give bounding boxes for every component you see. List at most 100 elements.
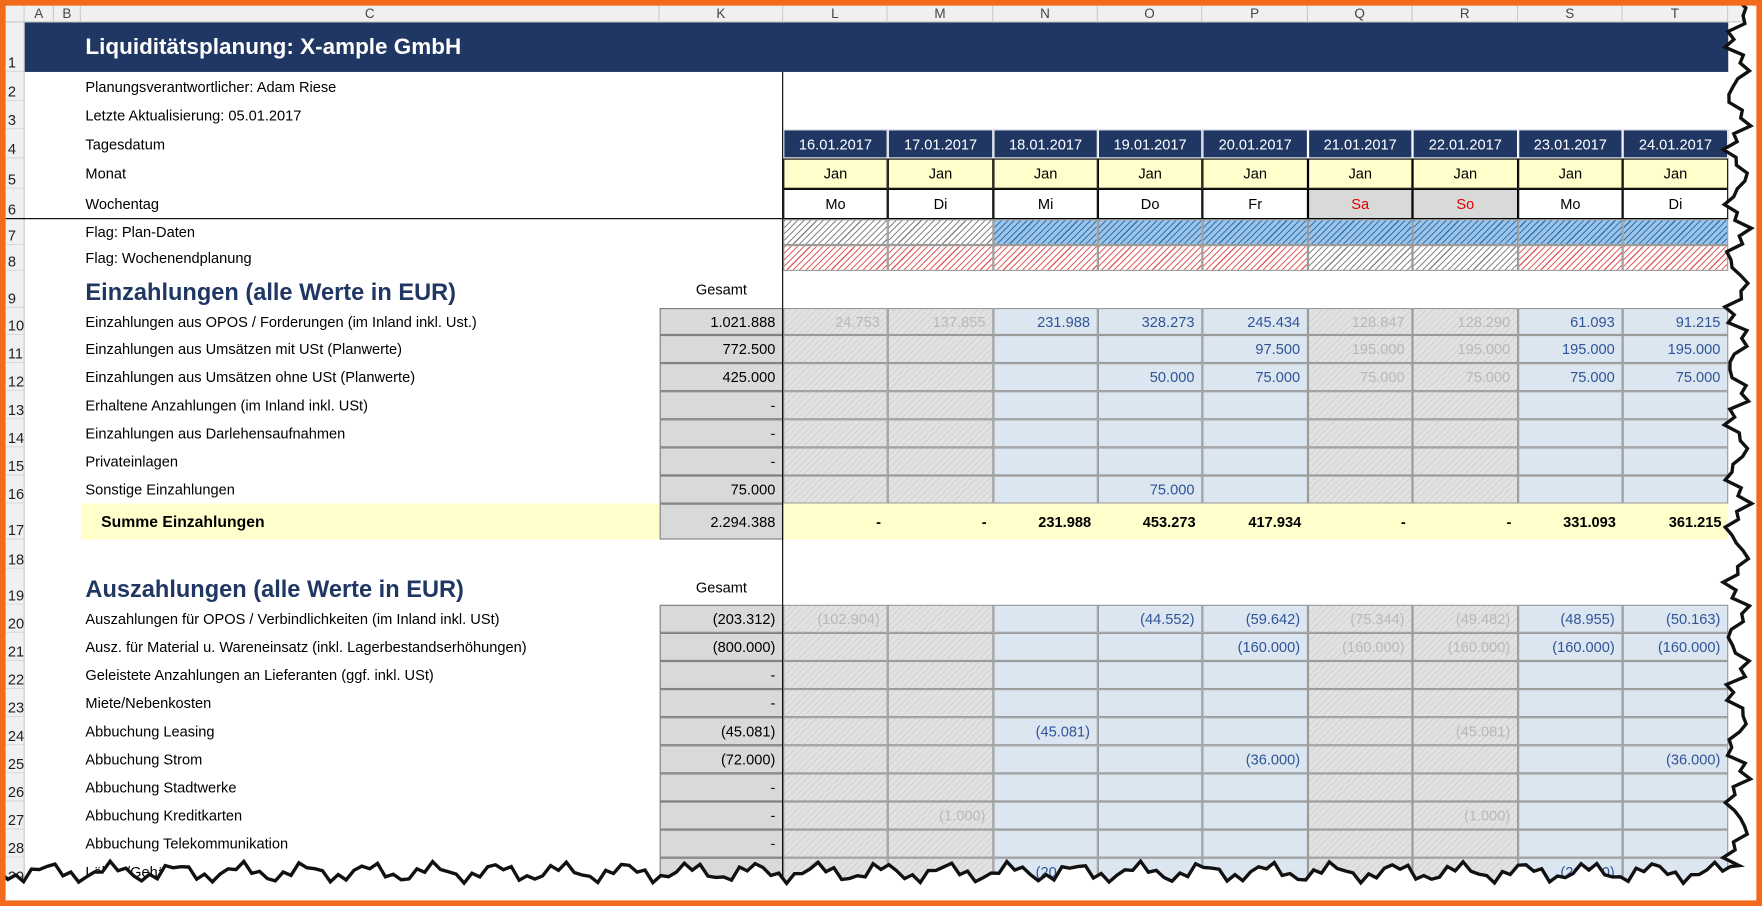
value-cell: [1622, 447, 1729, 476]
value-cell: [1518, 745, 1623, 774]
header-cell: 20.01.2017: [1202, 129, 1308, 159]
column-header: N: [993, 5, 1098, 23]
value-cell: [1202, 419, 1308, 448]
value-cell: [1412, 419, 1519, 448]
value-cell: [1097, 829, 1203, 858]
value-cell: [783, 717, 888, 746]
value-cell: (48.955): [1518, 604, 1623, 633]
value-cell: (1.000): [887, 801, 994, 830]
sum-cell: 231.988: [1038, 513, 1092, 531]
flag-cell: [1622, 219, 1729, 246]
header-cell: Jan: [1097, 158, 1203, 189]
value-cell: [993, 773, 1098, 802]
value-cell: [1622, 829, 1729, 858]
value-cell: [1097, 391, 1203, 420]
column-header: R: [1412, 5, 1519, 23]
value-cell: 195.000: [1307, 334, 1413, 364]
value-cell: 91.215: [1622, 308, 1729, 335]
header-label: Monat: [85, 165, 127, 183]
flag-label: Flag: Plan-Daten: [85, 223, 196, 241]
flag-cell: [1518, 245, 1623, 271]
header-cell: Jan: [1307, 158, 1413, 189]
value-cell: [1622, 773, 1729, 802]
value-cell: [1307, 829, 1413, 858]
row-number: 7: [5, 219, 25, 246]
sum-cell: -: [876, 513, 881, 531]
value-cell: [1518, 660, 1623, 690]
value-cell: 75.000: [1202, 363, 1308, 392]
sum-total: 2.294.388: [659, 503, 784, 540]
vertical-divider: [782, 71, 784, 901]
value-cell: [1518, 829, 1623, 858]
flag-cell: [783, 245, 888, 271]
row-number: 8: [5, 245, 25, 271]
row-number: 15: [5, 447, 25, 476]
row-label: Miete/Nebenkosten: [85, 694, 212, 712]
value-cell: [1622, 391, 1729, 420]
flag-cell: [1412, 245, 1519, 271]
value-cell: [1412, 829, 1519, 858]
header-cell: 23.01.2017: [1518, 129, 1623, 159]
value-cell: [1307, 447, 1413, 476]
corner: [5, 5, 25, 23]
value-cell: 61.093: [1518, 308, 1623, 335]
row-label: Privateinlagen: [85, 453, 178, 470]
value-cell: [1097, 689, 1203, 718]
row-label: Abbuchung Leasing: [85, 722, 215, 740]
sum-cell: 453.273: [1142, 513, 1196, 531]
value-cell: [1518, 475, 1623, 504]
flag-cell: [993, 219, 1098, 246]
row-number: 21: [5, 632, 25, 661]
value-cell: (50.163): [1622, 604, 1729, 633]
value-cell: [1202, 689, 1308, 718]
row-number: 22: [5, 660, 25, 690]
value-cell: [1307, 745, 1413, 774]
section-title: Auszahlungen (alle Werte in EUR): [85, 576, 464, 603]
total-header: Gesamt: [695, 281, 747, 298]
value-cell: (59.642): [1202, 604, 1308, 633]
column-header: K: [659, 5, 784, 23]
value-cell: [1097, 660, 1203, 690]
value-cell: [887, 717, 994, 746]
value-cell: [1202, 717, 1308, 746]
spreadsheet: A B C K L M N O P Q R S T 1 2 3 4 5 6 7 8 9 10 11 12 13 14 15 16 17 18…: [5, 5, 1757, 901]
value-cell: 245.434: [1202, 308, 1308, 335]
row-label: Auszahlungen für OPOS / Verbindlichkeite…: [85, 610, 500, 628]
value-cell: [887, 475, 994, 504]
value-cell: [1307, 801, 1413, 830]
row-total: (45.081): [659, 717, 784, 746]
value-cell: [887, 391, 994, 420]
value-cell: [1097, 419, 1203, 448]
value-cell: [993, 475, 1098, 504]
row-total: -: [659, 773, 784, 802]
value-cell: [1622, 801, 1729, 830]
value-cell: [1097, 334, 1203, 364]
value-cell: [1307, 419, 1413, 448]
value-cell: [887, 660, 994, 690]
value-cell: 97.500: [1202, 334, 1308, 364]
value-cell: [1622, 475, 1729, 504]
row-number: 18: [5, 539, 25, 569]
row-number: 14: [5, 419, 25, 448]
header-cell: Jan: [1622, 158, 1729, 189]
value-cell: [887, 829, 994, 858]
flag-cell: [1307, 219, 1413, 246]
row-label: Abbuchung Stadtwerke: [85, 779, 237, 796]
header-cell: Jan: [993, 158, 1098, 189]
header-cell: Jan: [1518, 158, 1623, 189]
column-header: A: [24, 5, 54, 23]
value-cell: [1307, 689, 1413, 718]
info: Planungsverantwortlicher: Adam Riese: [85, 78, 337, 95]
sum-cell: -: [1400, 513, 1406, 531]
flag-cell: [783, 219, 888, 246]
column-header: S: [1518, 5, 1623, 23]
row-label: Einzahlungen aus Darlehensaufnahmen: [85, 424, 346, 442]
row-number: 11: [5, 334, 25, 364]
value-cell: [1307, 391, 1413, 420]
value-cell: [887, 363, 994, 392]
sum-label: Summe Einzahlungen: [101, 512, 265, 531]
flag-cell: [1412, 219, 1519, 246]
value-cell: (160.000): [1518, 632, 1623, 661]
